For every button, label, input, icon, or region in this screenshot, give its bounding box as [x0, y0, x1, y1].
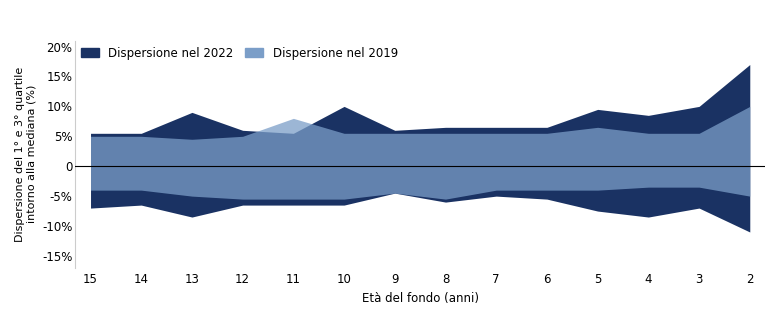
X-axis label: Età del fondo (anni): Età del fondo (anni): [362, 292, 479, 305]
Y-axis label: Dispersione del 1° e 3° quartile
intorno alla mediana (%): Dispersione del 1° e 3° quartile intorno…: [15, 67, 37, 242]
Legend: Dispersione nel 2022, Dispersione nel 2019: Dispersione nel 2022, Dispersione nel 20…: [81, 46, 398, 60]
